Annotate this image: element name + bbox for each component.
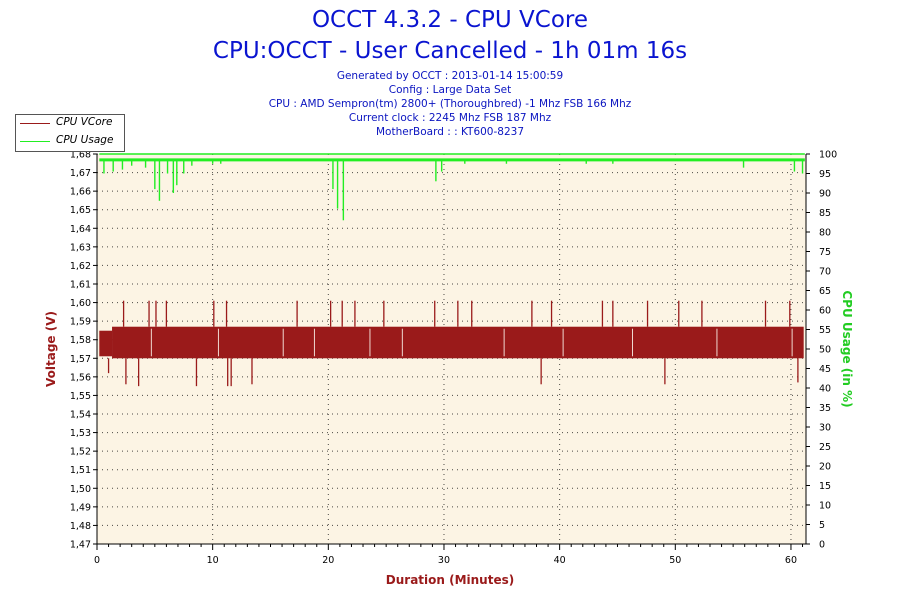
info-cpu: CPU : AMD Sempron(tm) 2800+ (Thoroughbre… [268,98,632,110]
y2-tick-label: 65 [819,286,831,297]
y-tick-label: 1,48 [70,521,91,532]
x-tick-label: 40 [554,555,566,566]
y-tick-label: 1,55 [70,391,91,402]
y2-tick-label: 35 [819,403,831,414]
chart-title: OCCT 4.3.2 - CPU VCore [311,7,589,33]
y-tick-label: 1,67 [70,168,91,179]
y2-tick-label: 85 [819,208,831,219]
y-tick-label: 1,63 [70,242,91,253]
y-tick-label: 1,51 [70,465,91,476]
info-generated: Generated by OCCT : 2013-01-14 15:00:59 [336,70,564,82]
y-tick-label: 1,53 [70,428,91,439]
y2-tick-label: 55 [819,325,831,336]
legend-label-vcore: CPU VCore [56,116,113,128]
y2-tick-label: 10 [819,501,831,512]
y2-tick-label: 20 [819,462,831,473]
legend-item-usage: CPU Usage [16,133,124,150]
y-tick-label: 1,50 [70,484,91,495]
x-tick-label: 30 [438,555,450,566]
legend-swatch-usage [20,141,50,142]
info-current-clock: Current clock : 2245 Mhz FSB 187 Mhz [348,112,552,124]
y2-tick-label: 60 [819,306,831,317]
y-tick-label: 1,54 [70,410,91,421]
x-tick-label: 60 [785,555,797,566]
y2-tick-label: 70 [819,267,831,278]
y-tick-label: 1,65 [70,205,91,216]
y-tick-label: 1,62 [70,261,91,272]
y2-tick-label: 15 [819,481,831,492]
y2-tick-label: 5 [819,520,825,531]
y2-tick-label: 40 [819,384,831,395]
y2-tick-label: 25 [819,442,831,453]
y-tick-label: 1,57 [70,354,91,365]
x-tick-label: 20 [322,555,334,566]
y-tick-label: 1,64 [70,224,91,235]
y2-tick-label: 50 [819,345,831,356]
x-axis-label: Duration (Minutes) [386,573,514,587]
y2-tick-label: 0 [819,540,825,551]
y2-tick-label: 30 [819,423,831,434]
y-axis-label: Voltage (V) [44,311,58,387]
x-tick-label: 50 [669,555,681,566]
y2-tick-label: 90 [819,189,831,200]
vcore-band-start [99,330,113,357]
y2-tick-label: 45 [819,364,831,375]
legend-swatch-vcore [20,123,50,124]
legend-item-vcore: CPU VCore [16,115,124,132]
chart-subtitle: CPU:OCCT - User Cancelled - 1h 01m 16s [212,38,688,64]
y-tick-label: 1,60 [70,298,91,309]
info-motherboard: MotherBoard : : KT600-8237 [375,126,524,138]
y-tick-label: 1,47 [70,540,91,551]
y-tick-label: 1,59 [70,317,91,328]
y2-tick-label: 95 [819,169,831,180]
legend: CPU VCore CPU Usage [15,114,125,152]
y-tick-label: 1,49 [70,502,91,513]
y-tick-label: 1,56 [70,372,91,383]
y2-tick-label: 80 [819,228,831,239]
y-tick-label: 1,68 [70,150,91,161]
y-tick-label: 1,66 [70,187,91,198]
vcore-band [112,326,804,359]
y-tick-label: 1,52 [70,447,91,458]
y2-tick-label: 100 [819,150,837,161]
y2-axis-label: CPU Usage (in %) [840,290,854,407]
y2-tick-label: 75 [819,247,831,258]
info-config: Config : Large Data Set [388,84,512,96]
x-tick-label: 0 [94,555,100,566]
x-tick-label: 10 [207,555,219,566]
legend-label-usage: CPU Usage [56,134,114,146]
y-tick-label: 1,61 [70,280,91,291]
y-tick-label: 1,58 [70,335,91,346]
